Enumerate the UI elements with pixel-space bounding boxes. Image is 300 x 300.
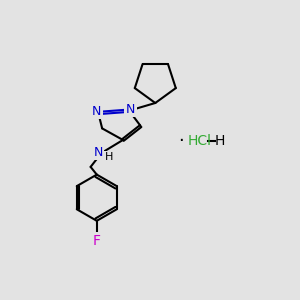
Text: ·: · [178, 133, 184, 151]
Text: N: N [94, 146, 103, 159]
Text: N: N [126, 103, 135, 116]
Text: H: H [215, 134, 225, 148]
Text: F: F [93, 234, 101, 248]
Text: H: H [105, 152, 113, 162]
Text: N: N [92, 105, 101, 118]
Text: HCl: HCl [187, 134, 211, 148]
